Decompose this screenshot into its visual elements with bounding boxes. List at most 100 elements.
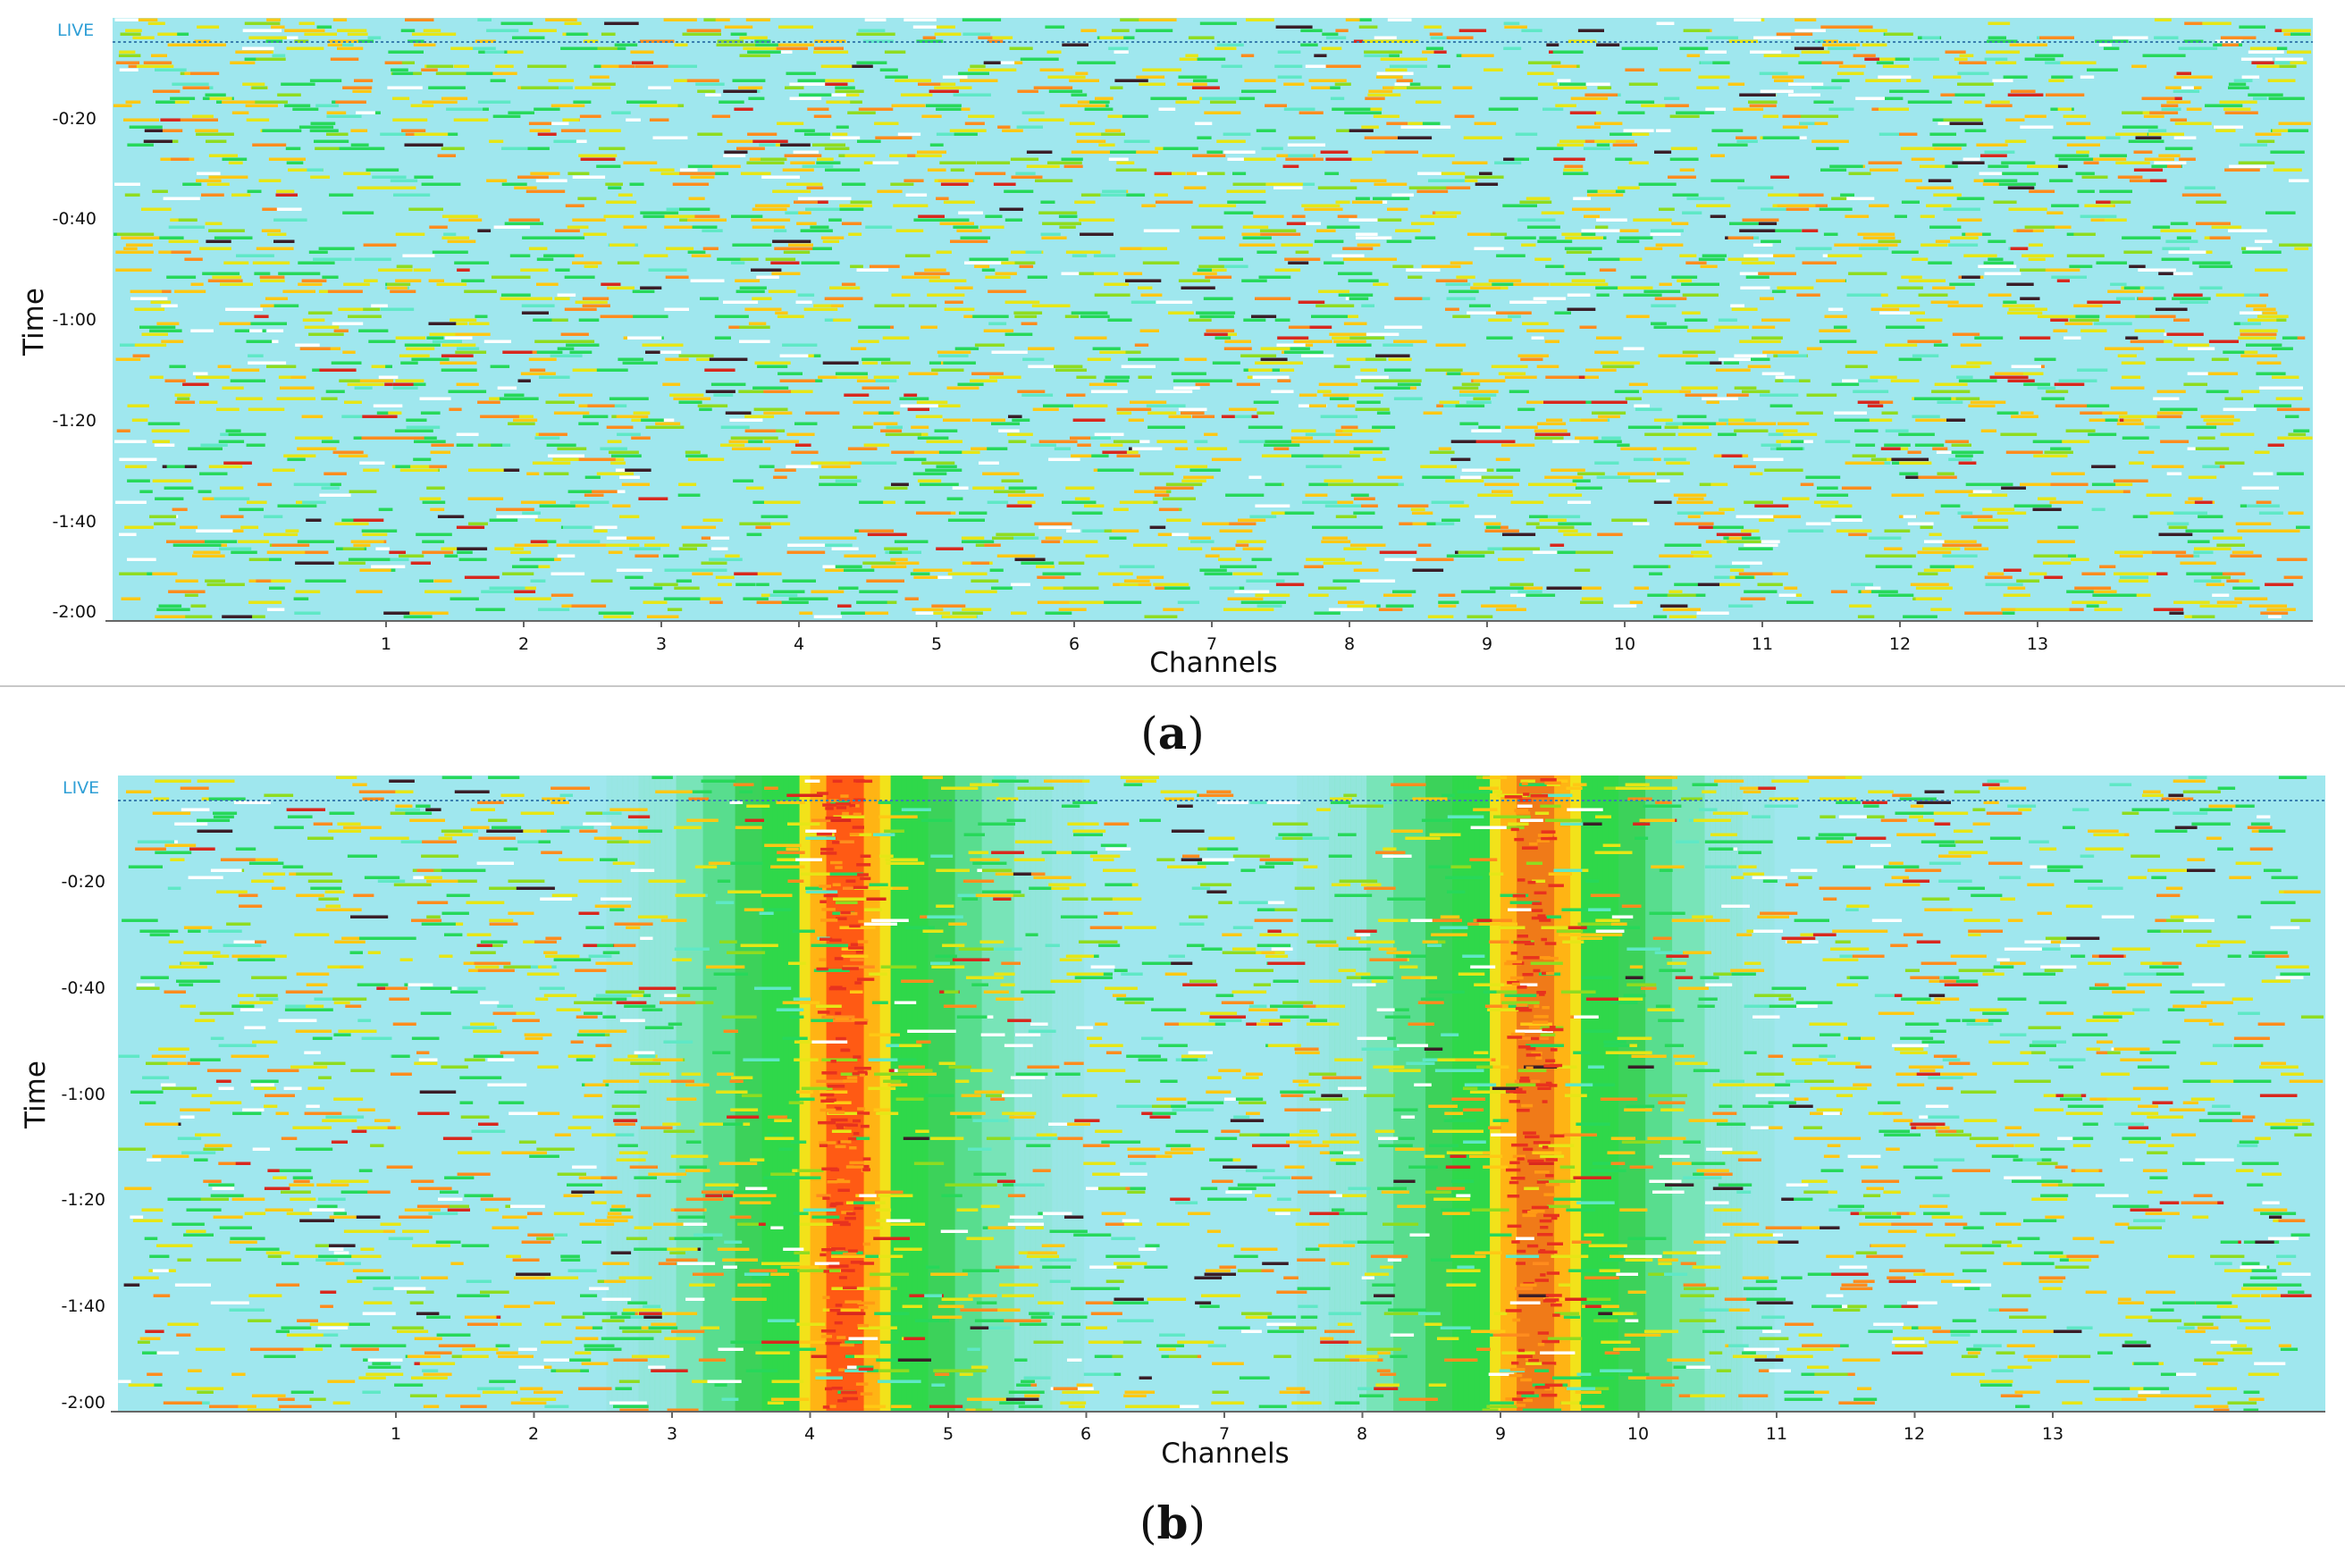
panel-a-noise-dash [1259,229,1297,232]
panel-a-noise-dash [877,189,903,193]
panel-b-noise-dash [523,829,541,833]
panel-b-signal-band-strip [1677,776,1684,1412]
panel-b-noise-dash [156,1351,180,1354]
panel-b-noise-dash [956,1015,988,1019]
panel-a-noise-dash [1255,361,1290,365]
panel-b-noise-dash [338,1029,377,1033]
panel-b-signal-band-strip [1372,776,1378,1412]
panel-a-noise-dash [678,547,697,550]
panel-a-noise-dash [1080,314,1110,318]
panel-a-noise-dash [891,293,911,297]
panel-a-noise-dash [929,279,967,282]
panel-a-noise-dash [2213,125,2243,129]
panel-a-noise-dash [1929,532,1942,536]
panel-b-noise-dash [1105,986,1138,990]
panel-b-noise-dash [1491,1133,1517,1136]
panel-a-noise-dash [1671,275,1698,279]
panel-b-noise-dash [2007,804,2037,808]
panel-a-noise-dash [2052,136,2086,139]
panel-a-noise-dash [2091,465,2116,468]
panel-b-noise-dash [1603,1044,1630,1047]
panel-a-noise-dash [497,468,520,472]
panel-b-signal-band-strip [1356,776,1362,1412]
panel-a-noise-dash [1408,122,1423,125]
panel-b-noise-dash [1218,1326,1250,1329]
panel-a-noise-dash [2052,440,2090,443]
panel-a-noise-dash [1760,89,1794,93]
panel-a-noise-dash [2006,282,2034,286]
panel-a-noise-dash [1141,247,1167,250]
panel-a-noise-dash [1932,143,1967,147]
panel-a-noise-dash [1878,239,1902,243]
panel-b-noise-dash [1928,1076,1963,1079]
panel-b-noise-dash [1712,811,1749,815]
panel-b-noise-dash [2103,1097,2141,1101]
panel-a-noise-dash [1569,111,1596,114]
panel-a-noise-dash [1638,182,1677,186]
panel-b-noise-dash [284,1008,319,1011]
panel-b-noise-dash [1032,1169,1051,1172]
panel-a-noise-dash [699,407,712,411]
panel-a-noise-dash [446,107,483,111]
panel-a-noise-dash [156,322,180,325]
panel-a-noise-dash [1928,179,1952,182]
panel-b-noise-dash [332,1401,350,1404]
panel-a-noise-dash [546,443,576,447]
panel-b-noise-dash [874,1190,904,1194]
panel-a-noise-dash [389,550,406,554]
panel-a-noise-dash [1686,329,1720,332]
panel-a-noise-dash [431,443,454,447]
panel-a-noise-dash [601,64,619,68]
panel-a-noise-dash [1716,583,1741,586]
panel-a-noise-dash [1423,522,1436,525]
panel-b-noise-dash [543,951,558,954]
panel-a-noise-dash [1696,611,1729,615]
panel-a-noise-dash [1356,236,1392,239]
panel-b-noise-dash [2146,1290,2176,1294]
panel-a-noise-dash [517,175,549,179]
panel-a-noise-dash [477,443,492,447]
panel-a-noise-dash [1415,122,1441,125]
panel-b-noise-dash [833,897,867,901]
panel-b-signal-band-strip [1078,776,1085,1412]
panel-a-noise-dash [1486,336,1513,340]
panel-a-noise-dash [2073,232,2096,236]
panel-a-noise-dash [1349,179,1387,182]
panel-b-noise-dash [948,1065,971,1069]
panel-a-noise-dash [551,572,585,575]
panel-a-noise-dash [1659,207,1675,211]
panel-a-noise-dash [1875,57,1896,61]
panel-b-noise-dash [1944,983,1979,986]
panel-a-noise-dash [422,500,446,504]
panel-a-noise-dash [2272,129,2289,132]
panel-a-noise-dash [1498,558,1525,561]
panel-a-noise-dash [201,193,224,197]
panel-b-noise-dash [1259,858,1276,861]
panel-a-noise-dash [226,529,244,532]
panel-a-noise-dash [426,64,454,68]
panel-b-noise-dash [352,1269,383,1272]
panel-a-noise-dash [575,300,608,304]
panel-b-noise-dash [1300,1315,1318,1319]
panel-a-noise-dash [520,500,556,504]
panel-a-noise-dash [2262,311,2278,314]
panel-a-noise-dash [2184,186,2215,189]
panel-a-noise-dash [745,486,764,490]
panel-b-noise-dash [922,776,943,779]
panel-a-noise-dash [1886,325,1925,329]
panel-a-noise-dash [858,325,891,329]
panel-b-noise-dash [1072,829,1106,833]
panel-a-noise-dash [360,307,381,311]
panel-a-noise-dash [1682,293,1719,297]
panel-a-noise-dash [2001,161,2036,164]
panel-a-noise-dash [1597,532,1623,536]
panel-a-noise-dash [413,457,432,461]
panel-a-noise-dash [1823,232,1838,236]
panel-a-noise-dash [1481,604,1517,608]
panel-a-noise-dash [1305,64,1326,68]
panel-a-noise-dash [1256,129,1276,132]
panel-a-noise-dash [1277,336,1309,340]
panel-a-noise-dash [208,465,243,468]
panel-a-noise-dash [2205,104,2243,107]
panel-a-noise-dash [1556,482,1577,486]
